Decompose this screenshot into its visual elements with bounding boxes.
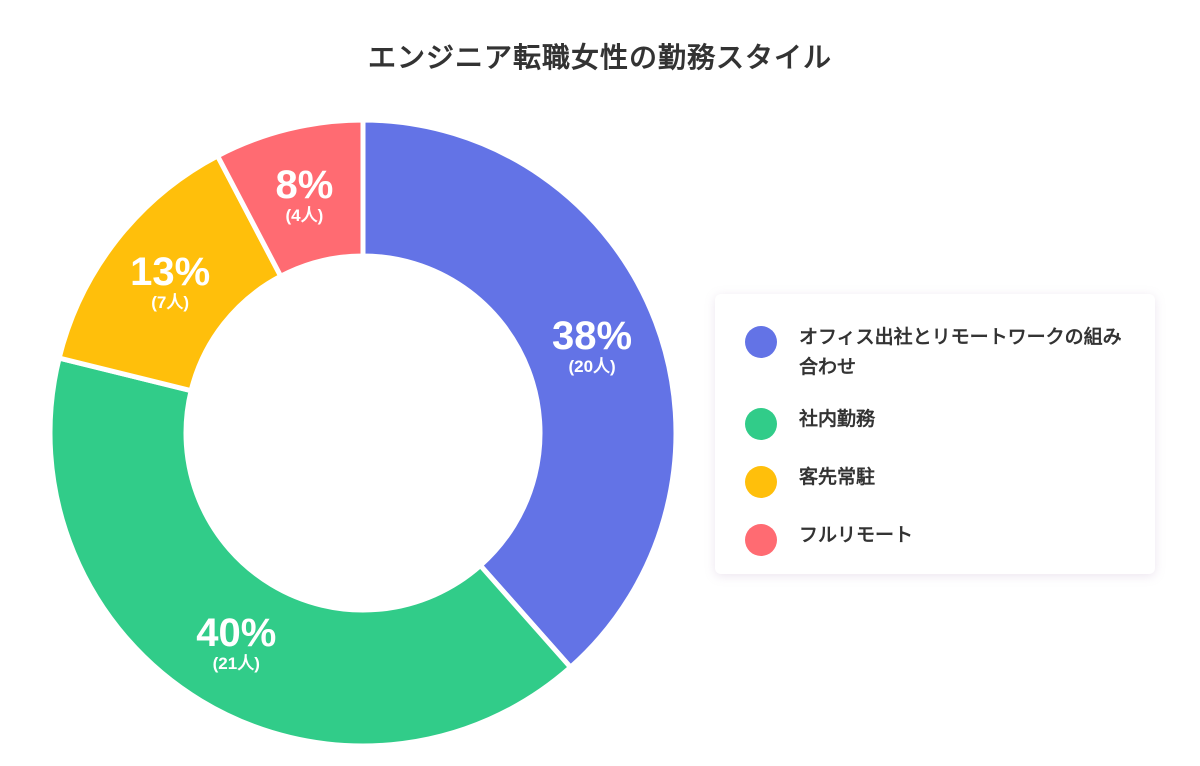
legend-swatch-icon [745, 326, 777, 358]
slice-in-house-label: 40% (21人) [196, 612, 276, 674]
slice-count: (20人) [568, 357, 616, 377]
legend-label: 客先常駐 [799, 466, 876, 488]
slice-percentage: 40% [196, 610, 277, 655]
slice-percentage: 38% [552, 314, 633, 359]
legend-item-client-site[interactable]: 客先常駐 [745, 462, 1125, 498]
slice-full-remote[interactable] [214, 117, 366, 280]
legend-label: オフィス出社とリモートワークの組み合わせ [799, 326, 1122, 378]
legend-item-hybrid[interactable]: オフィス出社とリモートワークの組み合わせ [745, 322, 1125, 382]
legend-item-full-remote[interactable]: フルリモート [745, 520, 1125, 556]
slice-percentage: 8% [275, 163, 334, 208]
legend-swatch-icon [745, 466, 777, 498]
slice-in-house[interactable] [47, 355, 575, 749]
legend-item-in-house[interactable]: 社内勤務 [745, 404, 1125, 440]
legend-swatch-icon [745, 408, 777, 440]
legend-label: 社内勤務 [799, 408, 876, 430]
legend: オフィス出社とリモートワークの組み合わせ 社内勤務 客先常駐 フルリモート [715, 294, 1155, 574]
slice-hybrid[interactable] [360, 117, 679, 671]
slice-count: (21人) [212, 653, 260, 673]
slice-percentage: 13% [130, 249, 211, 294]
slice-hybrid-label: 38% (20人) [552, 315, 632, 377]
legend-label: フルリモート [799, 524, 914, 546]
slice-count: (7人) [151, 292, 190, 312]
slice-full-remote-label: 8% (4人) [275, 164, 333, 226]
legend-swatch-icon [745, 524, 777, 556]
slice-client-site-label: 13% (7人) [130, 251, 210, 313]
slice-count: (4人) [285, 206, 324, 226]
chart-title: エンジニア転職女性の勤務スタイル [367, 41, 832, 74]
